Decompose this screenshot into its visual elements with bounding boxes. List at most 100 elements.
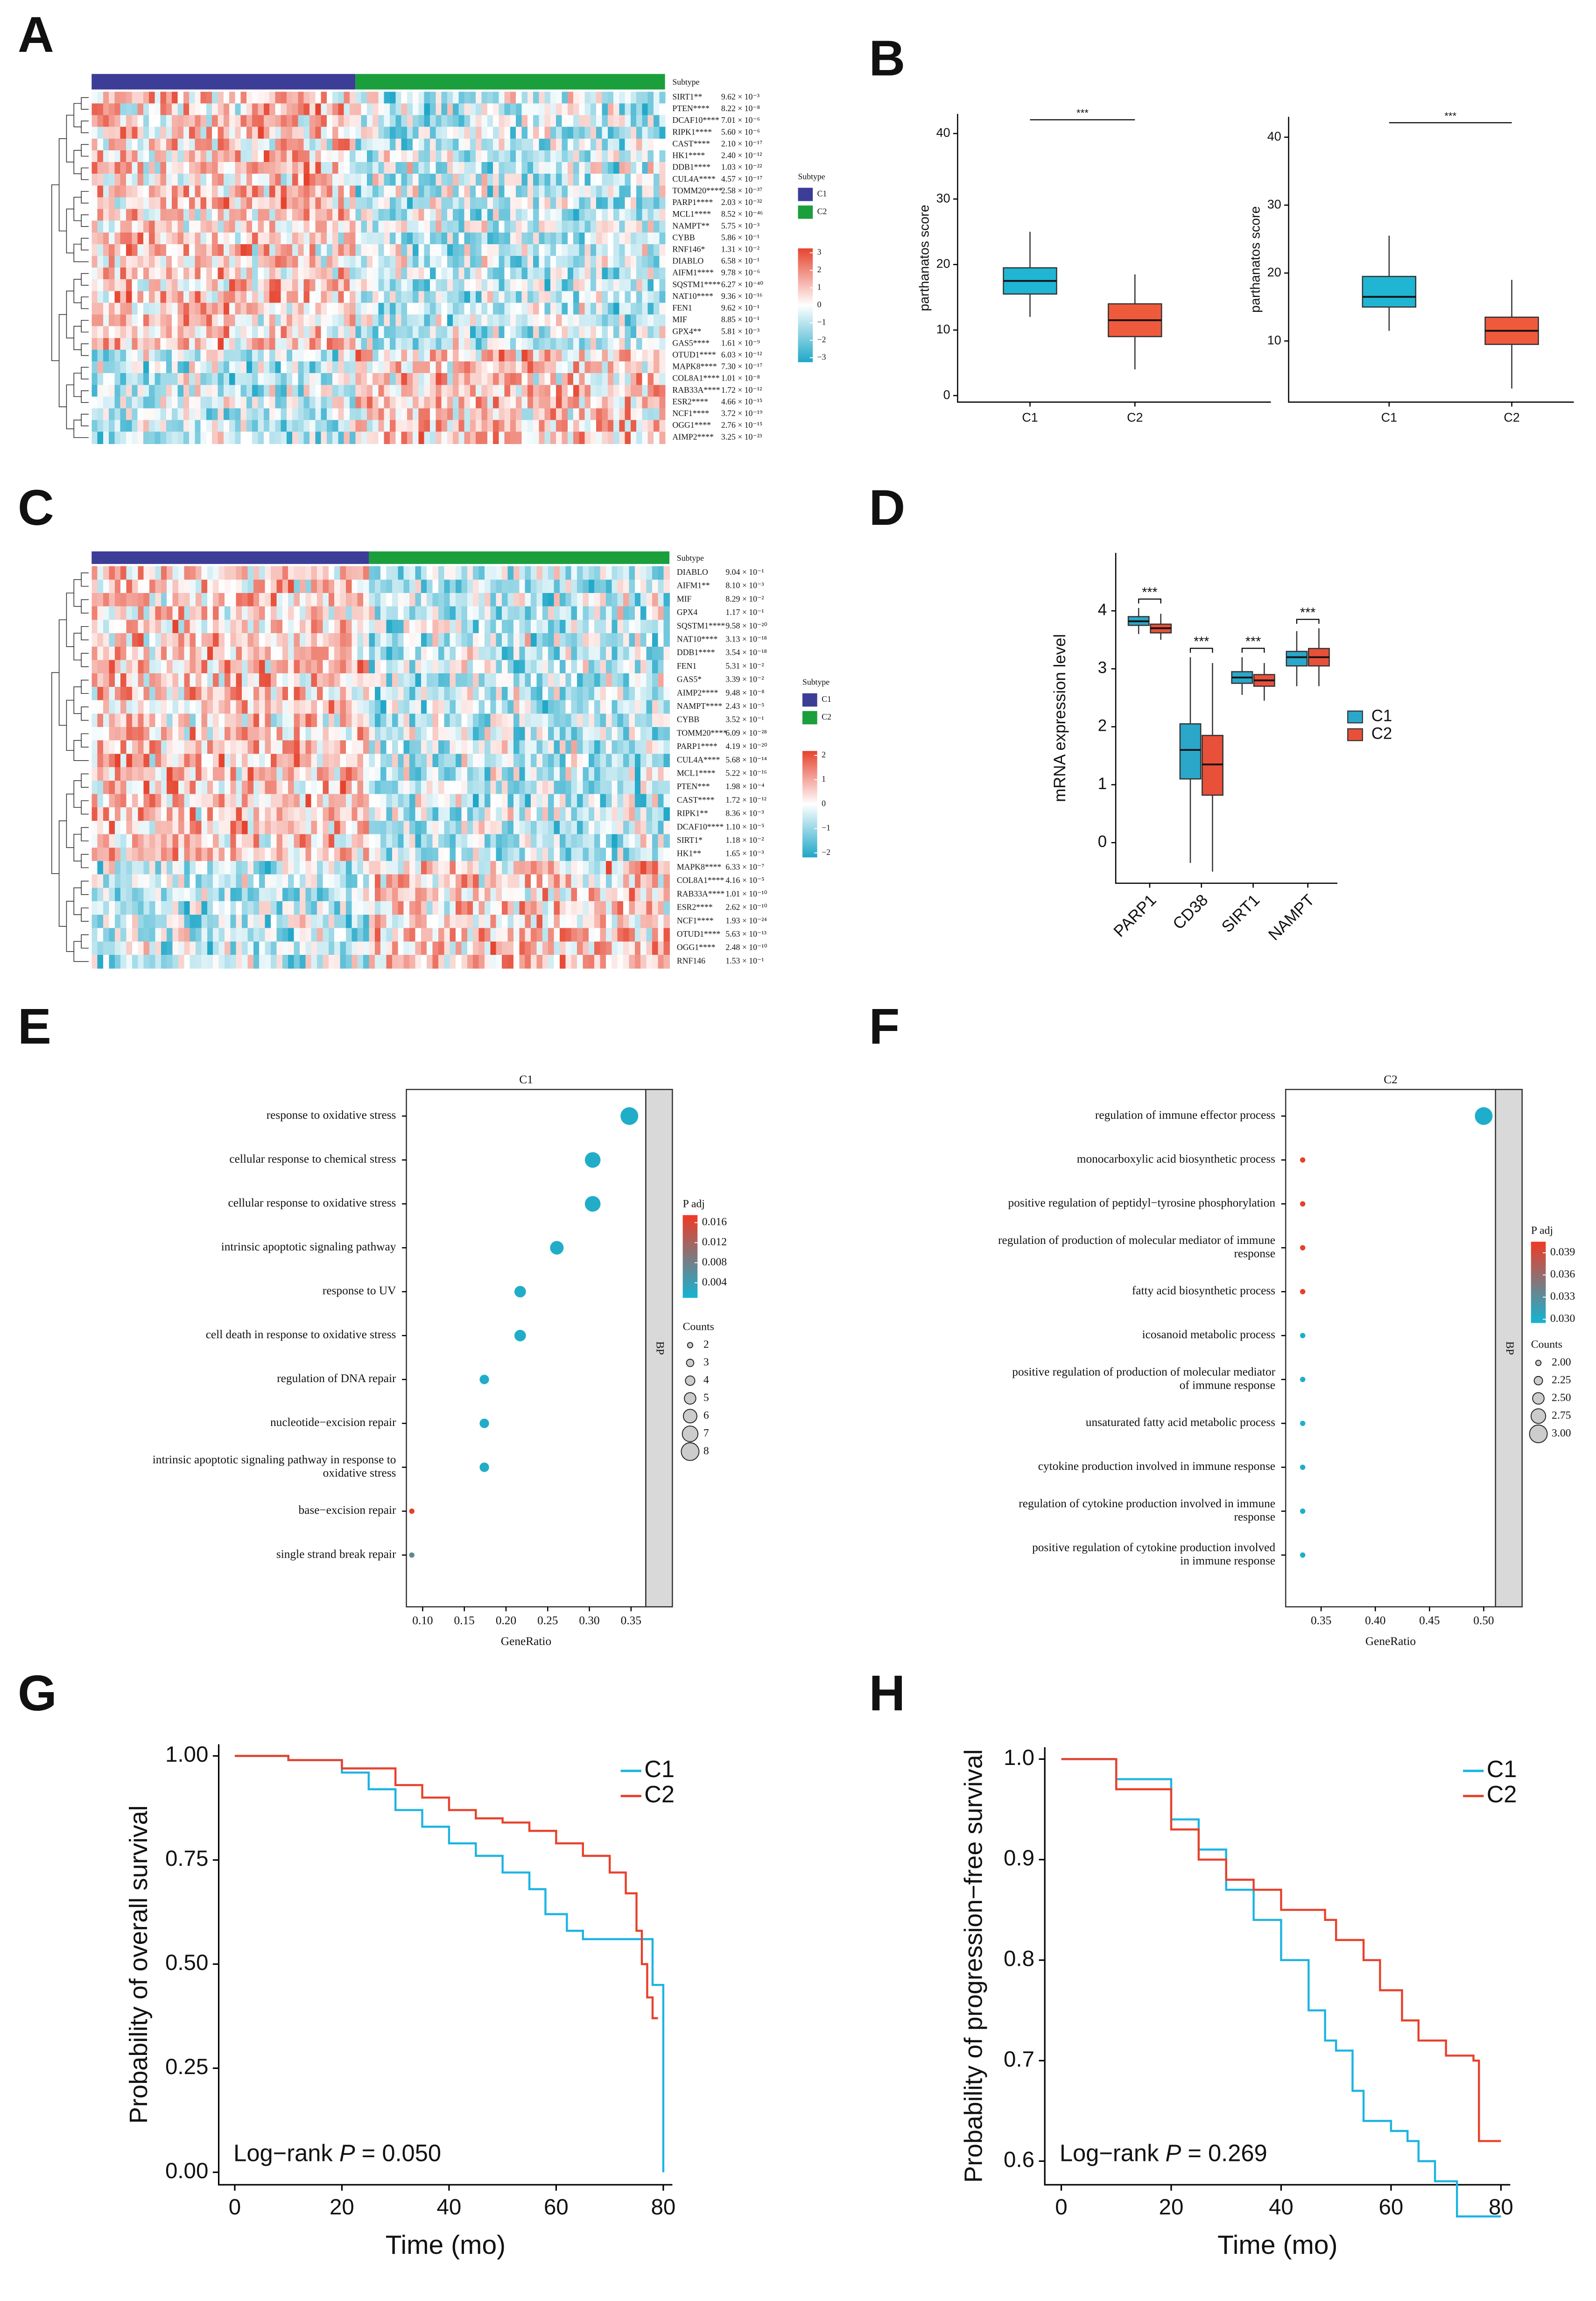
heatmap-cell — [427, 780, 433, 795]
heatmap-cell — [458, 244, 465, 256]
heatmap-cell — [275, 420, 281, 432]
heatmap-cell — [407, 408, 414, 421]
heatmap-cell — [259, 633, 266, 647]
heatmap-cell — [269, 291, 276, 304]
heatmap-cell — [288, 646, 295, 661]
heatmap-cell — [344, 209, 350, 221]
heatmap-cell — [275, 303, 281, 315]
heatmap-cell — [275, 373, 281, 386]
heatmap-cell — [340, 780, 346, 795]
heatmap-cell — [432, 754, 439, 768]
heatmap-cell — [97, 138, 104, 151]
heatmap-cell — [218, 780, 225, 795]
heatmap-cell — [594, 740, 601, 755]
heatmap-cell — [456, 673, 462, 687]
heatmap-cell — [200, 420, 207, 432]
heatmap-cell — [441, 408, 448, 421]
heatmap-cell — [398, 620, 404, 634]
heatmap-cell — [294, 727, 300, 741]
heatmap-cell — [544, 408, 551, 421]
heatmap-cell — [338, 349, 345, 362]
heatmap-cell — [453, 103, 459, 116]
heatmap-cell — [625, 232, 631, 245]
heatmap-cell — [355, 279, 362, 292]
heatmap-cell — [584, 431, 591, 444]
heatmap-cell — [177, 291, 184, 304]
heatmap-cell — [386, 660, 393, 674]
heatmap-cell — [386, 713, 393, 727]
heatmap-cell — [97, 740, 104, 755]
heatmap-cell — [334, 579, 341, 593]
heatmap-cell — [429, 314, 436, 327]
heatmap-cell — [298, 396, 304, 409]
heatmap-cell — [252, 349, 259, 362]
heatmap-cell — [288, 740, 295, 755]
heatmap-cell — [596, 268, 603, 280]
heatmap-cell — [366, 385, 373, 397]
heatmap-cell — [607, 373, 614, 386]
heatmap-cell — [640, 740, 647, 755]
heatmap-cell — [458, 92, 465, 104]
heatmap-cell — [332, 349, 339, 362]
heatmap-cell — [607, 115, 614, 127]
heatmap-cell — [487, 185, 494, 198]
heatmap-cell — [573, 197, 580, 210]
heatmap-cell — [253, 566, 260, 580]
heatmap-cell — [224, 780, 231, 795]
heatmap-cell — [516, 115, 522, 127]
heatmap-cell — [478, 727, 485, 741]
heatmap-cell — [487, 244, 494, 256]
heatmap-cell — [126, 754, 133, 768]
heatmap-cell — [573, 373, 580, 386]
heatmap-cell — [149, 127, 155, 139]
heatmap-cell — [303, 150, 310, 163]
heatmap-cell — [565, 713, 572, 727]
heatmap-cell — [103, 268, 110, 280]
heatmap-cell — [166, 127, 173, 139]
heatmap-cell — [172, 291, 178, 304]
heatmap-cell — [583, 673, 589, 687]
heatmap-cell — [640, 620, 647, 634]
heatmap-cell — [344, 303, 350, 315]
heatmap-cell — [120, 244, 127, 256]
heatmap-cell — [114, 579, 121, 593]
heatmap-cell — [450, 767, 457, 781]
heatmap-cell — [240, 349, 247, 362]
heatmap-cell — [464, 408, 471, 421]
heatmap-cell — [166, 338, 173, 350]
heatmap-cell — [567, 115, 574, 127]
heatmap-cell — [539, 244, 545, 256]
heatmap-cell — [594, 566, 601, 580]
heatmap-cell — [242, 767, 248, 781]
heatmap-cell — [177, 220, 184, 233]
heatmap-cell — [229, 103, 236, 116]
heatmap-cell — [91, 220, 98, 233]
heatmap-cell — [507, 713, 514, 727]
heatmap-cell — [607, 127, 614, 139]
heatmap-cell — [132, 314, 138, 327]
heatmap-cell — [166, 115, 173, 127]
row-gene: RAB33A**** — [672, 385, 720, 395]
heatmap-cell — [481, 197, 488, 210]
heatmap-cell — [109, 174, 115, 186]
heatmap-cell — [607, 92, 614, 104]
heatmap-cell — [236, 700, 243, 714]
heatmap-cell — [311, 606, 317, 621]
heatmap-cell — [120, 314, 127, 327]
heatmap-cell — [195, 185, 201, 198]
heatmap-cell — [458, 209, 465, 221]
heatmap-cell — [470, 138, 477, 151]
heatmap-cell — [590, 162, 597, 175]
heatmap-cell — [507, 579, 514, 593]
heatmap-cell — [584, 232, 591, 245]
heatmap-cell — [481, 103, 488, 116]
heatmap-cell — [242, 606, 248, 621]
heatmap-cell — [126, 103, 133, 116]
heatmap-cell — [654, 232, 660, 245]
heatmap-cell — [103, 673, 110, 687]
heatmap-cell — [120, 396, 127, 409]
heatmap-cell — [126, 700, 133, 714]
heatmap-cell — [270, 606, 277, 621]
heatmap-cell — [389, 197, 396, 210]
heatmap-cell — [137, 385, 144, 397]
